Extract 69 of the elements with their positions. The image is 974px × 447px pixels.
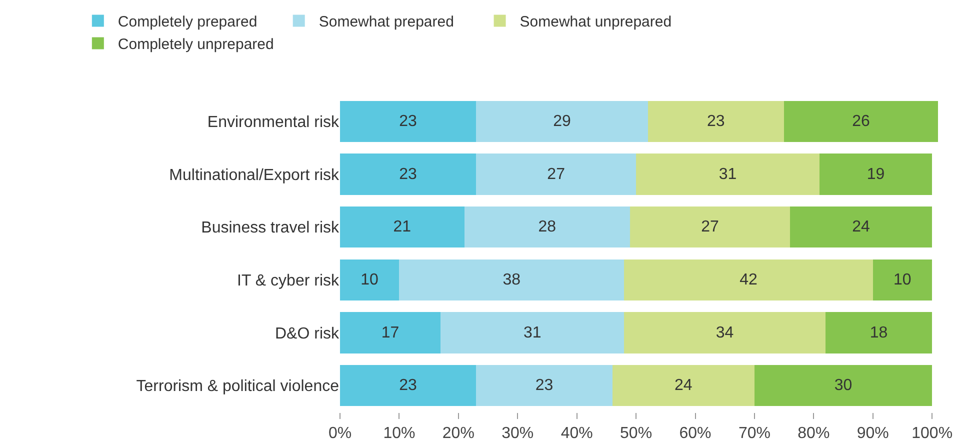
data-label: 26 [852,112,870,130]
x-tick-label: 0% [328,425,352,442]
bar [464,206,630,248]
x-tick-label: 90% [856,425,889,442]
x-tick-label: 10% [383,425,416,442]
y-tick-label: Multinational/Export risk [169,166,340,184]
bar [624,312,826,354]
data-label: 27 [701,218,719,236]
bar [340,312,441,354]
x-tick-label: 20% [442,425,474,442]
data-label: 28 [538,218,556,236]
legend-label: Somewhat unprepared [520,14,672,31]
data-label: 38 [502,271,521,288]
x-tick-label: 100% [912,425,953,442]
y-tick-label: IT & cyber risk [237,272,340,290]
x-tick-label: 60% [679,425,712,442]
bar [754,364,932,406]
data-label: 19 [866,166,885,183]
data-label: 30 [834,377,852,394]
bar [340,100,476,142]
bar [399,259,624,301]
bar [612,364,754,406]
bar [872,259,932,301]
bar [340,206,464,248]
data-label: 34 [716,324,734,342]
bar [826,312,932,354]
bar [624,259,873,301]
legend-label: Completely unprepared [118,36,274,54]
bar [648,100,784,142]
legend-label: Somewhat prepared [318,14,454,31]
legend-label: Completely prepared [118,14,258,31]
bar [790,206,932,248]
data-label: 31 [523,324,542,342]
bar [340,154,476,195]
data-label: 23 [399,377,418,394]
x-tick-label: 30% [502,425,534,442]
bar [340,259,400,301]
bar [476,364,612,406]
data-label: 24 [674,377,692,394]
data-label: 21 [393,218,412,236]
y-tick-label: Business travel risk [201,220,340,237]
data-label: 23 [535,377,554,394]
data-label: 18 [870,324,888,342]
data-label: 29 [553,112,571,130]
x-tick-label: 50% [620,425,652,442]
bar [636,154,820,195]
bar [784,100,938,142]
bar [440,312,624,354]
bar [340,364,476,406]
data-label: 10 [360,271,379,288]
bar [630,206,790,248]
y-tick-label: Terrorism & political violence [136,378,340,396]
data-label: 17 [381,324,400,342]
x-tick-label: 70% [738,425,770,442]
data-label: 31 [718,166,737,183]
data-label: 23 [707,112,725,130]
data-label: 23 [399,166,418,183]
data-label: 10 [894,271,912,288]
data-label: 24 [852,218,870,236]
bar [476,154,636,195]
bar [820,154,932,195]
x-tick-label: 40% [560,425,593,442]
data-label: 27 [547,166,566,183]
data-label: 23 [399,112,418,130]
bar [476,100,648,142]
y-tick-label: Environmental risk [207,114,340,132]
y-tick-label: D&O risk [275,325,340,342]
x-tick-label: 80% [798,425,830,442]
data-label: 42 [740,271,758,288]
